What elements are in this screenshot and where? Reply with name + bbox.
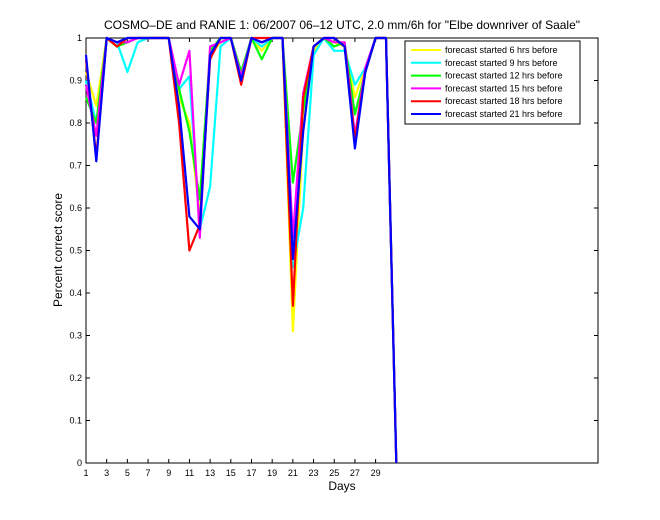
- x-tick-label: 15: [226, 468, 236, 478]
- legend-entry: forecast started 6 hrs before: [445, 45, 558, 55]
- legend: forecast started 6 hrs before forecast st…: [404, 40, 581, 125]
- y-tick-label: 0: [77, 458, 82, 468]
- legend-box: [404, 40, 581, 125]
- x-tick-label: 11: [185, 468, 194, 478]
- x-tick-label: 23: [309, 468, 319, 478]
- x-tick-label: 3: [104, 468, 109, 478]
- x-tick-label: 17: [246, 468, 256, 478]
- x-axis-label: Days: [328, 479, 355, 493]
- x-tick-label: 29: [371, 468, 381, 478]
- series-lines: [84, 36, 398, 464]
- y-tick-label: 0.2: [69, 373, 82, 383]
- chart-title: COSMO–DE and RANIE 1: 06/2007 06–12 UTC,…: [104, 18, 580, 32]
- legend-entry: forecast started 12 hrs before: [445, 71, 563, 81]
- y-tick-label: 0.5: [69, 246, 82, 256]
- legend-entry: forecast started 15 hrs before: [445, 83, 563, 93]
- x-tick-label: 9: [166, 468, 171, 478]
- y-tick-label: 0.9: [69, 76, 82, 86]
- x-tick-label: 27: [350, 468, 360, 478]
- x-tick-label: 25: [329, 468, 339, 478]
- x-tick-label: 19: [267, 468, 277, 478]
- legend-entry: forecast started 9 hrs before: [445, 58, 558, 68]
- y-tick-label: 0.4: [69, 288, 82, 298]
- y-tick-label: 0.8: [69, 118, 82, 128]
- y-tick-label: 0.7: [69, 161, 82, 171]
- y-tick-label: 0.3: [69, 331, 82, 341]
- legend-entry: forecast started 18 hrs before: [445, 96, 563, 106]
- series-line-6: [84, 36, 398, 464]
- y-tick-label: 1: [77, 33, 82, 43]
- x-tick-label: 1: [83, 468, 88, 478]
- x-tick-label: 7: [146, 468, 151, 478]
- legend-entry: forecast started 21 hrs before: [445, 109, 563, 119]
- y-axis-label: Percent correct score: [51, 193, 65, 307]
- y-tick-label: 0.6: [69, 203, 82, 213]
- x-tick-label: 5: [125, 468, 130, 478]
- y-tick-label: 0.1: [69, 416, 82, 426]
- x-tick-label: 21: [288, 468, 298, 478]
- x-tick-label: 13: [205, 468, 215, 478]
